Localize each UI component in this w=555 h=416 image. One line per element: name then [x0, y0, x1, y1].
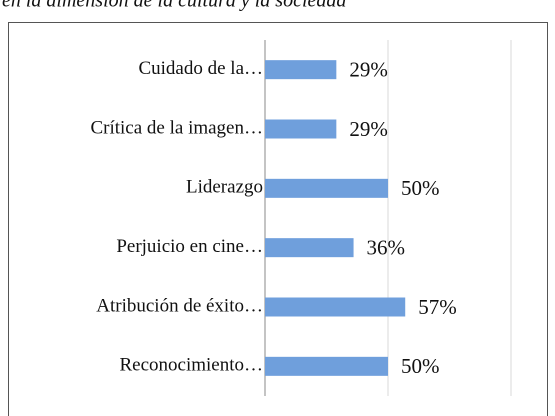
data-label: 36% [367, 235, 406, 259]
y-tick-label: Cuidado de la… [138, 58, 263, 79]
chart-frame [8, 22, 548, 416]
bar [265, 60, 337, 80]
bar [265, 178, 388, 198]
bar [265, 356, 388, 376]
bar [265, 297, 406, 317]
chart-title: en la dimensión de la cultura y la socie… [2, 0, 347, 12]
data-label: 57% [418, 295, 457, 319]
data-label: 50% [401, 176, 440, 200]
data-label: 50% [401, 354, 440, 378]
y-tick-label: Atribución de éxito… [96, 295, 263, 316]
y-tick-label: Crítica de la imagen… [90, 117, 263, 138]
y-tick-label: Reconocimiento… [119, 355, 263, 376]
bar [265, 238, 354, 258]
y-tick-label: Liderazgo [186, 177, 263, 198]
data-label: 29% [349, 117, 388, 141]
data-label: 29% [349, 57, 388, 81]
bar [265, 119, 337, 139]
y-tick-label: Perjuicio en cine… [116, 236, 263, 257]
